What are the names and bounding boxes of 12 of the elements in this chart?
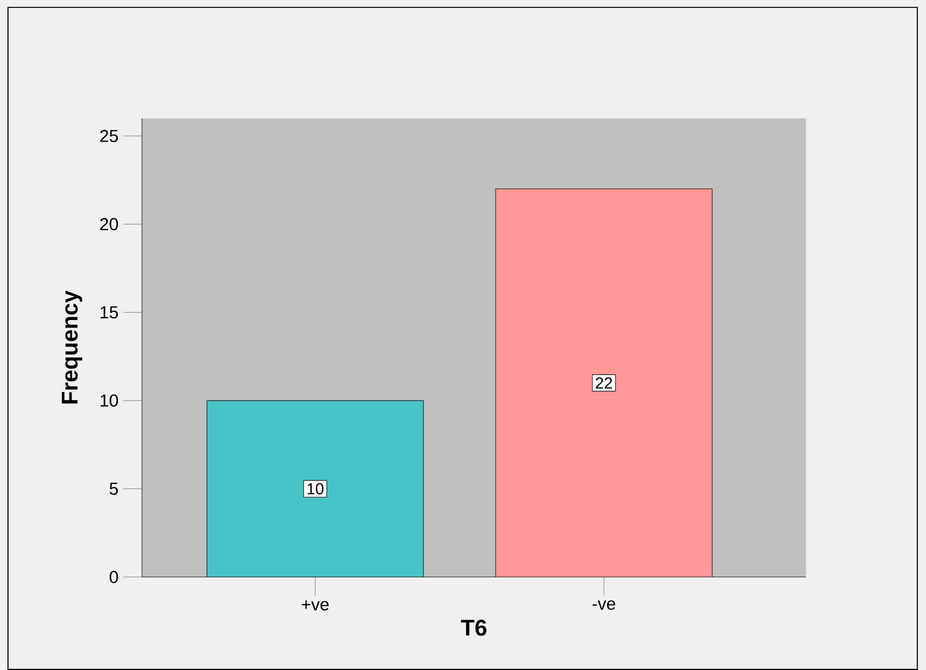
- y-tick-label: 0: [110, 570, 118, 584]
- x-tick-label: +ve: [302, 600, 329, 611]
- y-tick-label: 15: [100, 306, 118, 318]
- x-axis-title: T6: [461, 620, 486, 636]
- data-label: 10: [308, 483, 324, 494]
- y-axis-title: Frequency: [62, 290, 82, 404]
- data-label: 22: [596, 377, 612, 389]
- y-tick-label: 20: [100, 218, 118, 230]
- y-tick-label: 10: [100, 394, 118, 407]
- y-tick-label: 25: [100, 130, 118, 142]
- x-tick-label: -ve: [592, 600, 616, 610]
- y-tick-label: 5: [110, 482, 118, 495]
